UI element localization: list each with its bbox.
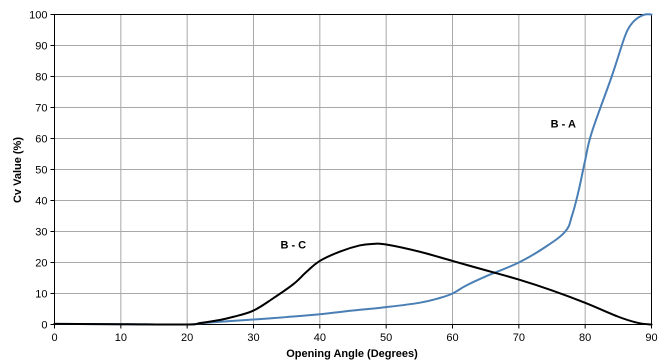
y-tick-label: 60: [35, 134, 47, 146]
x-tick-labels: 0 10 20 30 40 50 60 70 80 90: [51, 324, 658, 344]
x-tick-label: 70: [513, 332, 525, 344]
y-tick-labels: 0 10 20 30 40 50 60 70 80 90 100: [29, 10, 55, 332]
series-annotation: B - A: [551, 119, 576, 131]
x-tick-label: 80: [579, 332, 591, 344]
y-tick-label: 90: [35, 41, 47, 53]
x-tick-label: 90: [645, 332, 657, 344]
x-axis-title: Opening Angle (Degrees): [286, 348, 418, 360]
y-tick-label: 50: [35, 165, 47, 177]
series-layer: [53, 13, 653, 326]
series-line-b-a: [53, 13, 653, 326]
x-tick-label: 0: [51, 332, 57, 344]
x-tick-label: 10: [115, 332, 127, 344]
y-tick-label: 30: [35, 227, 47, 239]
x-tick-label: 60: [446, 332, 458, 344]
y-tick-label: 0: [41, 320, 47, 332]
y-tick-label: 100: [29, 10, 47, 22]
y-tick-label: 10: [35, 289, 47, 301]
y-tick-label: 40: [35, 196, 47, 208]
y-tick-label: 20: [35, 258, 47, 270]
y-tick-label: 70: [35, 103, 47, 115]
annotations: B - A B - C: [280, 119, 575, 252]
x-tick-label: 20: [181, 332, 193, 344]
series-line-b-c: [53, 242, 653, 326]
x-tick-label: 40: [314, 332, 326, 344]
x-tick-label: 50: [380, 332, 392, 344]
x-tick-label: 30: [247, 332, 259, 344]
series-annotation: B - C: [280, 240, 306, 252]
y-tick-label: 80: [35, 72, 47, 84]
grid-lines: [54, 14, 652, 325]
y-axis-title: Cv Value (%): [12, 137, 24, 203]
